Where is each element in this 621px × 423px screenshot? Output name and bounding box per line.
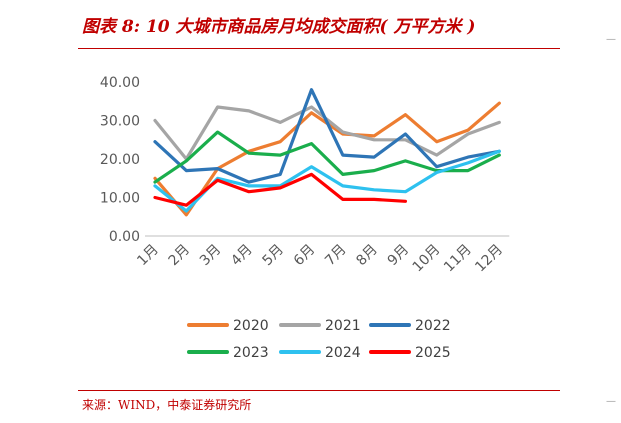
source-note: 来源：WIND，中泰证券研究所 (82, 398, 252, 412)
legend-label-2022: 2022 (415, 318, 451, 334)
legend-label-2021: 2021 (325, 318, 361, 334)
x-tick-label: 7月 (322, 242, 350, 270)
x-tick-label: 9月 (385, 242, 413, 270)
x-tick-label: 10月 (410, 242, 444, 276)
legend-label-2023: 2023 (233, 345, 269, 361)
y-axis-ticks: 0.00 10.00 20.00 30.00 40.00 (100, 75, 140, 245)
x-tick-label: 3月 (197, 242, 225, 270)
x-tick-label: 11月 (441, 242, 475, 276)
legend-label-2024: 2024 (325, 345, 361, 361)
legend-label-2020: 2020 (233, 318, 269, 334)
series-line-2021 (153, 105, 501, 161)
series-line-2022 (153, 88, 501, 184)
y-tick-label: 0.00 (109, 229, 140, 245)
legend: 2020 2021 2022 2023 2024 2025 (187, 318, 451, 361)
clipped-edge-mark-bottom: — (606, 396, 616, 407)
y-tick-label: 30.00 (100, 114, 140, 130)
x-tick-label: 6月 (291, 242, 319, 270)
x-tick-label: 12月 (472, 242, 506, 276)
y-tick-label: 40.00 (100, 75, 140, 91)
x-tick-label: 4月 (228, 242, 256, 270)
y-tick-label: 10.00 (100, 191, 140, 207)
clipped-edge-mark-top: — (606, 34, 616, 45)
x-tick-label: 8月 (353, 242, 381, 270)
x-tick-label: 5月 (260, 242, 288, 270)
source-rule (78, 390, 560, 391)
series-line-2025 (153, 172, 407, 207)
y-tick-label: 20.00 (100, 152, 140, 168)
x-tick-label: 1月 (134, 242, 162, 270)
title-rule (78, 48, 560, 49)
legend-label-2025: 2025 (415, 345, 451, 361)
x-tick-label: 2月 (166, 242, 194, 270)
chart-title: 图表 8: 10 大城市商品房月均成交面积( 万平方米 ) (82, 17, 476, 37)
series-lines (153, 88, 501, 217)
